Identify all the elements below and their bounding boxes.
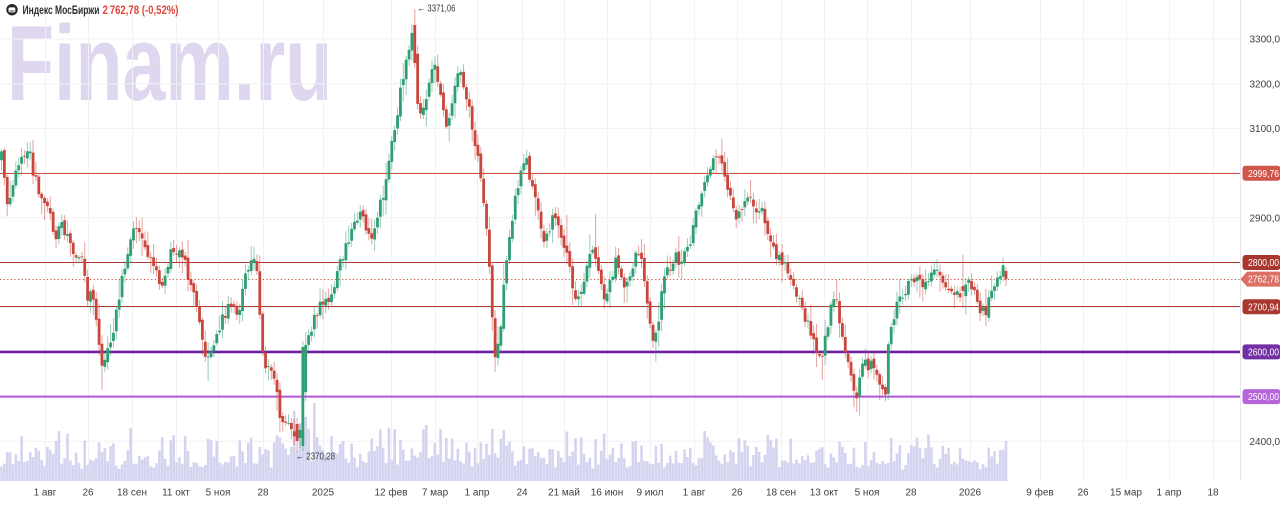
svg-text:Finam.ru: Finam.ru xyxy=(7,4,332,123)
svg-text:15 мар: 15 мар xyxy=(1110,488,1142,499)
svg-text:← 3371,06: ← 3371,06 xyxy=(418,3,456,15)
svg-text:2700,94: 2700,94 xyxy=(1248,302,1279,313)
svg-text:2600,00: 2600,00 xyxy=(1248,348,1279,359)
svg-text:28: 28 xyxy=(905,488,917,499)
svg-text:11 окт: 11 окт xyxy=(162,488,190,499)
svg-text:2900,00: 2900,00 xyxy=(1250,214,1280,225)
svg-text:3300,00: 3300,00 xyxy=(1250,35,1280,46)
svg-text:9 июл: 9 июл xyxy=(636,488,663,499)
svg-text:5 ноя: 5 ноя xyxy=(206,488,231,499)
svg-text:1 авг: 1 авг xyxy=(34,488,57,499)
svg-text:16 июн: 16 июн xyxy=(591,488,624,499)
svg-text:2999,76: 2999,76 xyxy=(1248,169,1279,180)
svg-text:3200,00: 3200,00 xyxy=(1250,79,1280,90)
svg-text:9 фев: 9 фев xyxy=(1026,487,1053,499)
svg-text:5 ноя: 5 ноя xyxy=(855,488,880,499)
svg-text:12 фев: 12 фев xyxy=(374,487,407,499)
svg-text:24: 24 xyxy=(516,488,528,499)
svg-text:2025: 2025 xyxy=(312,488,335,499)
svg-text:2500,00: 2500,00 xyxy=(1248,392,1279,403)
svg-text:21 май: 21 май xyxy=(548,488,580,499)
svg-text:26: 26 xyxy=(731,488,743,499)
svg-text:2400,00: 2400,00 xyxy=(1250,437,1280,448)
svg-text:26: 26 xyxy=(82,488,94,499)
svg-text:1 авг: 1 авг xyxy=(683,488,706,499)
svg-text:1 апр: 1 апр xyxy=(1157,488,1182,499)
svg-text:18: 18 xyxy=(1207,488,1219,499)
svg-text:26: 26 xyxy=(1077,488,1089,499)
svg-text:7 мар: 7 мар xyxy=(422,488,449,499)
svg-text:28: 28 xyxy=(257,488,269,499)
svg-text:2026: 2026 xyxy=(959,488,982,499)
svg-text:18 сен: 18 сен xyxy=(766,488,796,499)
svg-text:2762,78: 2762,78 xyxy=(1248,275,1279,286)
svg-text:← 2370,28: ← 2370,28 xyxy=(296,451,335,463)
svg-text:Индекс МосБиржи: Индекс МосБиржи xyxy=(23,3,100,17)
svg-text:3100,00: 3100,00 xyxy=(1250,124,1280,135)
svg-text:13 окт: 13 окт xyxy=(810,488,839,499)
svg-text:18 сен: 18 сен xyxy=(117,488,147,499)
svg-text:2800,00: 2800,00 xyxy=(1248,258,1279,269)
svg-text:2 762,78 (-0,52%): 2 762,78 (-0,52%) xyxy=(103,3,179,17)
svg-text:1 апр: 1 апр xyxy=(465,488,490,499)
